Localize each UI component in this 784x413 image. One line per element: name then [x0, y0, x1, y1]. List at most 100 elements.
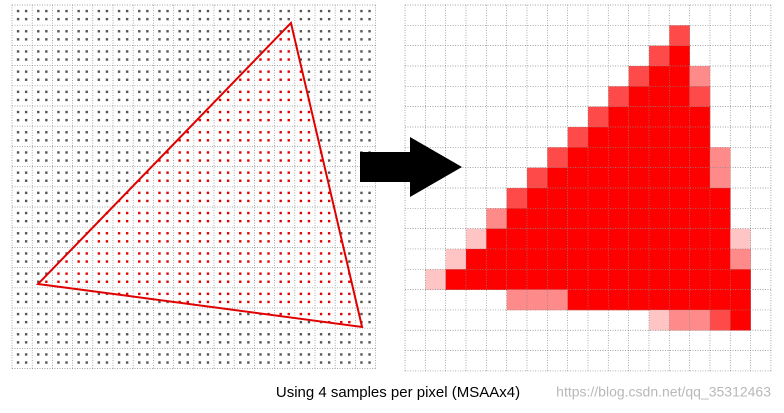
sample-point	[226, 58, 230, 61]
sample-point	[57, 30, 60, 33]
sample-point	[105, 9, 109, 13]
sample-point	[287, 17, 290, 21]
sample-point	[247, 252, 250, 255]
sample-point	[125, 159, 129, 162]
sample-point	[105, 179, 109, 182]
sample-point	[37, 260, 40, 263]
sample-point	[340, 272, 343, 275]
sample-point	[279, 252, 282, 255]
sample-point	[307, 252, 311, 255]
sample-point	[206, 240, 210, 243]
sample-point	[259, 191, 262, 195]
sample-point	[178, 30, 181, 33]
sample-point	[146, 9, 149, 13]
sample-point	[85, 292, 88, 296]
sample-point	[158, 300, 161, 304]
sample-point	[186, 300, 189, 304]
sample-point	[327, 341, 331, 344]
sample-point	[97, 272, 101, 275]
sample-point	[85, 118, 88, 122]
sample-point	[348, 98, 351, 102]
pixel	[669, 65, 690, 87]
sample-point	[105, 78, 109, 81]
sample-point	[198, 131, 202, 134]
sample-point	[138, 159, 141, 162]
sample-point	[97, 353, 101, 356]
sample-point	[158, 38, 161, 41]
sample-point	[85, 219, 88, 223]
sample-point	[340, 50, 343, 53]
sample-point	[348, 211, 351, 215]
sample-point	[206, 78, 210, 81]
sample-point	[77, 312, 80, 316]
sample-point	[267, 320, 270, 324]
pixel	[689, 106, 711, 128]
sample-point	[117, 171, 121, 174]
sample-point	[340, 98, 343, 102]
sample-point	[239, 151, 242, 154]
sample-point	[16, 110, 20, 114]
sample-point	[45, 58, 48, 61]
sample-point	[166, 341, 169, 344]
sample-point	[16, 320, 20, 324]
sample-point	[105, 30, 109, 33]
sample-point	[287, 58, 290, 61]
sample-point	[138, 240, 141, 243]
sample-point	[158, 219, 161, 223]
sample-point	[166, 98, 169, 102]
pixel	[547, 228, 568, 250]
sample-point	[158, 78, 161, 81]
sample-point	[65, 118, 68, 122]
sample-point	[37, 30, 40, 33]
sample-point	[239, 9, 242, 13]
sample-point	[279, 333, 282, 336]
sample-point	[117, 252, 121, 255]
sample-point	[24, 179, 28, 182]
sample-point	[287, 38, 290, 41]
sample-point	[206, 159, 210, 162]
triangle-outline	[35, 20, 364, 329]
sample-point	[368, 211, 371, 215]
sample-point	[327, 159, 331, 162]
sample-point	[138, 252, 141, 255]
sample-point	[146, 110, 149, 114]
sample-point	[198, 110, 202, 114]
sample-point	[267, 151, 270, 154]
sample-point	[45, 38, 48, 41]
sample-point	[125, 98, 129, 102]
sample-point	[65, 333, 68, 336]
sample-point	[267, 219, 270, 223]
sample-point	[319, 191, 323, 195]
sample-point	[239, 17, 242, 21]
sample-point	[307, 38, 311, 41]
sample-point	[166, 30, 169, 33]
sample-point	[146, 151, 149, 154]
sample-point	[319, 17, 323, 21]
sample-point	[368, 320, 371, 324]
pixel	[628, 86, 650, 107]
sample-point	[239, 300, 242, 304]
sample-point	[287, 292, 290, 296]
sample-point	[206, 199, 210, 203]
sample-point	[57, 199, 60, 203]
caption: Using 4 samples per pixel (MSAAx4)	[276, 384, 520, 401]
sample-point	[259, 252, 262, 255]
sample-point	[198, 70, 202, 73]
pixel	[506, 208, 528, 229]
pixel	[709, 167, 731, 189]
sample-point	[24, 320, 28, 324]
sample-point	[368, 17, 371, 21]
sample-point	[226, 159, 230, 162]
sample-point	[299, 353, 303, 356]
sample-point	[307, 199, 311, 203]
sample-point	[178, 219, 181, 223]
sample-point	[239, 179, 242, 182]
pixel	[628, 65, 650, 87]
sample-point	[218, 90, 222, 94]
sample-point	[307, 333, 311, 336]
sample-point	[146, 199, 149, 203]
sample-point	[348, 110, 351, 114]
sample-point	[24, 280, 28, 283]
sample-point	[259, 361, 262, 364]
sample-point	[307, 260, 311, 263]
